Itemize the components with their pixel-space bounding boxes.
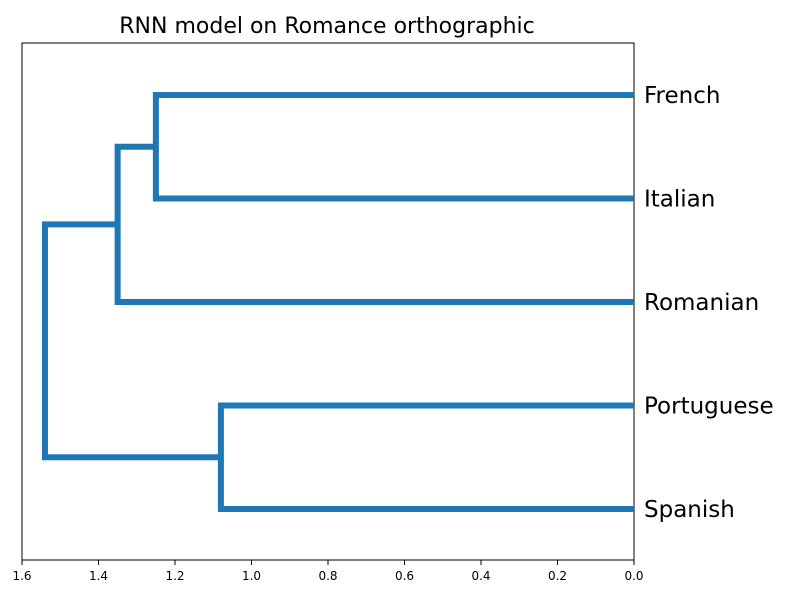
x-axis: 1.6 1.4 1.2 1.0 0.8 0.6 0.4 0.2 0.0	[12, 560, 644, 583]
dendrogram-links	[41, 92, 634, 512]
x-tick-label: 1.0	[242, 569, 261, 583]
x-tick-label: 0.2	[548, 569, 567, 583]
x-tick-label: 0.4	[471, 569, 490, 583]
x-tick-label: 0.8	[318, 569, 337, 583]
dendrogram-link-3	[217, 402, 634, 512]
dendrogram-link-4	[41, 221, 221, 461]
x-tick-label: 1.6	[12, 569, 31, 583]
x-tick-label: 1.4	[89, 569, 108, 583]
chart-title: RNN model on Romance orthographic	[119, 14, 534, 39]
leaf-label-spanish: Spanish	[644, 497, 735, 523]
dendrogram-link-2	[114, 143, 634, 305]
leaf-label-french: French	[644, 83, 720, 109]
dendrogram-link-1	[152, 92, 634, 202]
x-tick-label: 0.0	[624, 569, 643, 583]
leaf-label-romanian: Romanian	[644, 290, 759, 316]
x-tick-label: 1.2	[165, 569, 184, 583]
leaf-labels: French Italian Romanian Portuguese Spanish	[644, 83, 774, 523]
leaf-label-italian: Italian	[644, 187, 715, 213]
x-tick-label: 0.6	[395, 569, 414, 583]
leaf-label-portuguese: Portuguese	[644, 394, 774, 420]
